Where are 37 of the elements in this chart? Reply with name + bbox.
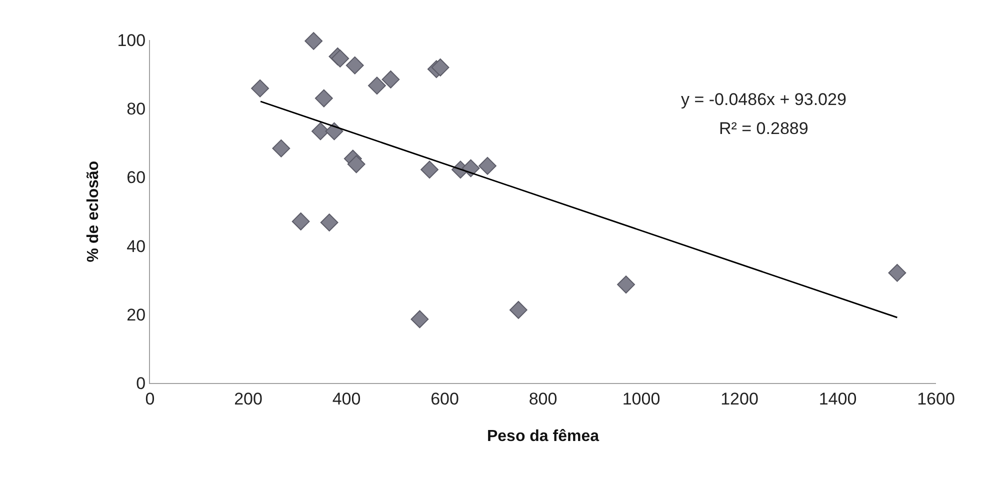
x-tick-label: 800 bbox=[528, 389, 558, 408]
x-tick-label: 200 bbox=[234, 389, 262, 408]
point bbox=[292, 212, 310, 230]
annotation: y = -0.0486x + 93.029 bbox=[681, 90, 846, 109]
point bbox=[420, 160, 438, 179]
point bbox=[617, 276, 635, 294]
point bbox=[382, 70, 400, 88]
x-tick-label: 400 bbox=[332, 389, 361, 408]
point bbox=[325, 122, 344, 140]
y-tick-label: 40 bbox=[126, 236, 146, 256]
point bbox=[251, 79, 269, 98]
point bbox=[347, 155, 366, 174]
x-tick-label: 1600 bbox=[917, 389, 955, 408]
point bbox=[368, 76, 386, 95]
point bbox=[304, 32, 323, 50]
y-tick-label: 60 bbox=[126, 168, 146, 188]
point bbox=[346, 56, 364, 74]
y-tick-label: 80 bbox=[126, 100, 146, 119]
y-tick-label: 0 bbox=[136, 374, 146, 393]
point bbox=[509, 300, 528, 319]
annotation: R² = 0.2889 bbox=[719, 119, 808, 138]
point bbox=[888, 264, 906, 282]
x-tick-label: 1000 bbox=[622, 389, 660, 408]
point bbox=[312, 122, 330, 140]
x-tick-label: 1200 bbox=[720, 389, 758, 408]
point bbox=[478, 156, 496, 175]
y-axis-title: % de eclosão bbox=[85, 160, 102, 262]
x-axis-title: Peso da fêmea bbox=[486, 428, 600, 446]
point bbox=[410, 310, 429, 328]
point bbox=[320, 214, 338, 232]
y-tick-label: 100 bbox=[117, 30, 146, 50]
y-tick-label: 20 bbox=[126, 305, 146, 324]
point bbox=[272, 139, 290, 158]
point bbox=[314, 89, 333, 108]
point bbox=[431, 58, 450, 76]
x-tick-label: 600 bbox=[430, 389, 459, 408]
x-tick-label: 1400 bbox=[818, 389, 857, 408]
